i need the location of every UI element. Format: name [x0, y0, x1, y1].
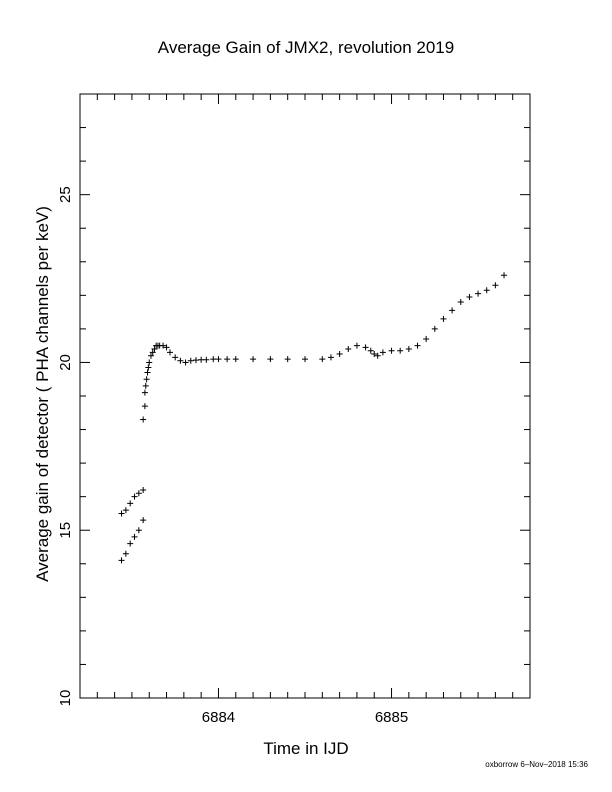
data-point	[414, 342, 421, 349]
data-point	[210, 356, 217, 363]
data-point	[367, 347, 374, 354]
data-point	[457, 299, 464, 306]
data-point	[405, 346, 412, 353]
data-point	[140, 416, 147, 423]
data-point	[345, 346, 352, 353]
data-point	[131, 533, 138, 540]
data-point	[144, 369, 151, 376]
data-point	[131, 493, 138, 500]
data-point	[163, 344, 170, 351]
data-point	[140, 517, 147, 524]
y-tick-label: 10	[57, 690, 74, 707]
data-point	[177, 357, 184, 364]
data-point	[140, 486, 147, 493]
data-point	[172, 354, 179, 361]
data-point	[250, 356, 257, 363]
data-point	[371, 351, 378, 358]
data-point	[466, 294, 473, 301]
data-point	[431, 325, 438, 332]
y-axis-ticks: 10 15 20 25	[57, 186, 74, 706]
data-point	[203, 356, 210, 363]
data-point	[483, 287, 490, 294]
data-point	[319, 356, 326, 363]
data-point	[182, 359, 189, 366]
data-point	[141, 389, 148, 396]
data-points	[118, 272, 508, 564]
y-tick-label: 15	[57, 522, 74, 539]
data-point	[146, 359, 153, 366]
data-point	[362, 344, 369, 351]
data-point	[192, 357, 199, 364]
data-point	[118, 557, 125, 564]
data-point	[232, 356, 239, 363]
data-point	[449, 307, 456, 314]
data-point	[142, 382, 149, 389]
data-point	[135, 527, 142, 534]
x-minor-ticks	[79, 94, 531, 698]
y-minor-ticks	[80, 93, 530, 699]
x-axis-label: Time in IJD	[263, 739, 348, 758]
x-axis-ticks: 6884 6885	[202, 709, 408, 726]
data-point	[353, 342, 360, 349]
data-point	[379, 349, 386, 356]
data-point	[492, 282, 499, 289]
footer-timestamp: oxborrow 6–Nov–2018 15:36	[485, 760, 588, 769]
data-point	[501, 272, 508, 279]
x-tick-label: 6884	[202, 709, 235, 726]
data-point	[215, 356, 222, 363]
x-tick-label: 6885	[375, 709, 408, 726]
data-point	[149, 349, 156, 356]
data-point	[141, 403, 148, 410]
data-point	[336, 351, 343, 358]
data-point	[374, 352, 381, 359]
data-point	[135, 490, 142, 497]
data-point	[198, 356, 205, 363]
data-point	[284, 356, 291, 363]
data-point	[327, 354, 334, 361]
data-point	[388, 347, 395, 354]
data-point	[118, 510, 125, 517]
y-axis-label: Average gain of detector ( PHA channels …	[33, 206, 52, 582]
plot-frame	[79, 93, 531, 699]
data-point	[167, 349, 173, 356]
data-point	[122, 550, 129, 557]
y-tick-label: 25	[57, 186, 74, 203]
data-point	[475, 290, 482, 297]
data-point	[151, 346, 158, 353]
data-point	[440, 315, 447, 322]
data-point	[160, 342, 167, 349]
data-point	[187, 357, 194, 364]
data-point	[224, 356, 231, 363]
data-point	[122, 507, 129, 514]
data-point	[127, 500, 134, 507]
data-point	[127, 540, 134, 547]
y-tick-label: 20	[57, 354, 74, 371]
chart-title: Average Gain of JMX2, revolution 2019	[158, 38, 454, 57]
data-point	[267, 356, 274, 363]
data-point	[423, 335, 430, 342]
data-point	[147, 352, 154, 359]
data-point	[302, 356, 308, 363]
data-point	[397, 347, 404, 354]
data-point	[143, 376, 150, 383]
data-point	[145, 364, 152, 371]
